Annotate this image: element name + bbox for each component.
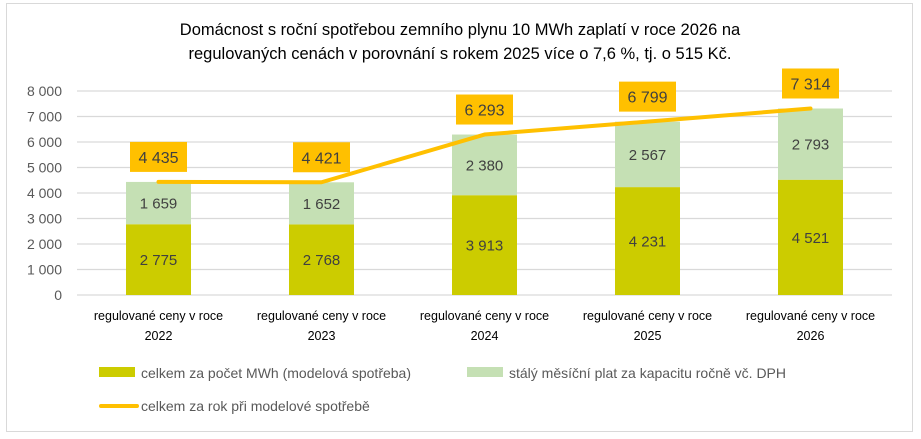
total-value-label: 7 314	[790, 76, 830, 93]
bar-value-label: 3 913	[466, 238, 504, 255]
legend-label-fixed-fee: stálý měsíční plat za kapacitu ročně vč.…	[509, 365, 786, 381]
legend-label-consumption: celkem za počet MWh (modelová spotřeba)	[141, 365, 411, 381]
chart-title-line-2: regulovaných cenách v porovnání s rokem …	[188, 45, 732, 63]
x-tick-label-line-2: 2025	[634, 329, 662, 343]
x-tick-label-line-2: 2026	[797, 329, 825, 343]
chart-frame	[6, 3, 913, 432]
y-tick-label: 4 000	[27, 185, 62, 201]
x-tick-label-line-1: regulované ceny v roce	[94, 309, 223, 323]
y-tick-label: 6 000	[27, 134, 62, 150]
bar-segment-fixed-fee	[289, 182, 354, 225]
x-tick-label: regulované ceny v roce 2023	[257, 309, 386, 343]
x-tick-label: regulované ceny v roce 2025	[583, 309, 712, 343]
legend-swatch-fixed-fee	[467, 367, 503, 377]
legend-item-fixed-fee: stálý měsíční plat za kapacitu ročně vč.…	[467, 365, 786, 381]
chart-title: Domácnost s roční spotřebou zemního plyn…	[60, 18, 860, 66]
total-value-label: 6 799	[627, 90, 667, 107]
legend: celkem za počet MWh (modelová spotřeba) s…	[99, 365, 786, 414]
x-tick-label-line-2: 2022	[145, 329, 173, 343]
bar-segment-fixed-fee	[452, 134, 517, 196]
bar-segment-fixed-fee	[615, 121, 680, 188]
x-tick-label-line-1: regulované ceny v roce	[257, 309, 386, 323]
x-tick-label: regulované ceny v roce 2024	[420, 309, 549, 343]
x-tick-label-line-1: regulované ceny v roce	[420, 309, 549, 323]
bar-segment-consumption	[289, 224, 354, 295]
bar-segment-fixed-fee	[126, 181, 191, 225]
data-labels: 2 775 1 659 2 768 1 652 3 913 2 380 4 231 2 567…	[130, 68, 839, 269]
total-label-box	[782, 68, 839, 99]
legend-label-total: celkem za rok při modelové spotřebě	[141, 398, 370, 414]
total-label-box	[293, 142, 350, 173]
x-tick-label-line-1: regulované ceny v roce	[583, 309, 712, 323]
legend-item-total: celkem za rok při modelové spotřebě	[99, 398, 370, 414]
bar-value-label: 4 521	[792, 230, 830, 247]
y-tick-label: 7 000	[27, 109, 62, 125]
total-value-label: 4 435	[138, 150, 178, 167]
x-tick-label: regulované ceny v roce 2026	[746, 309, 875, 343]
bar-value-label: 2 380	[466, 157, 504, 174]
bar-value-label: 1 652	[303, 196, 341, 213]
total-line	[156, 106, 813, 185]
x-tick-label-line-1: regulované ceny v roce	[746, 309, 875, 323]
x-tick-label-line-2: 2023	[308, 329, 336, 343]
total-line-path	[156, 106, 813, 185]
bar-segment-fixed-fee	[778, 108, 843, 180]
legend-item-consumption: celkem za počet MWh (modelová spotřeba)	[99, 365, 411, 381]
bar-segment-consumption	[778, 179, 843, 295]
chart-title-line-1: Domácnost s roční spotřebou zemního plyn…	[179, 21, 741, 39]
bar-value-label: 2 567	[629, 147, 667, 164]
bar-value-label: 2 768	[303, 252, 341, 269]
x-tick-label-line-2: 2024	[471, 329, 499, 343]
total-value-label: 4 421	[301, 150, 341, 167]
y-tick-label: 0	[54, 287, 62, 303]
bar-value-label: 4 231	[629, 234, 667, 251]
total-label-box	[456, 94, 513, 125]
y-tick-label: 2 000	[27, 236, 62, 252]
x-tick-label: regulované ceny v roce 2022	[94, 309, 223, 343]
y-tick-label: 8 000	[27, 83, 62, 99]
bar-value-label: 2 793	[792, 137, 830, 154]
y-tick-label: 1 000	[27, 262, 62, 278]
bar-segment-consumption	[615, 187, 680, 295]
bar-segment-consumption	[452, 195, 517, 295]
bars	[126, 108, 843, 295]
y-tick-label: 5 000	[27, 160, 62, 176]
total-label-box	[130, 141, 187, 172]
total-value-label: 6 293	[464, 103, 504, 120]
total-label-box	[619, 81, 676, 112]
y-tick-label: 3 000	[27, 211, 62, 227]
bar-value-label: 2 775	[140, 252, 178, 269]
bar-value-label: 1 659	[140, 196, 178, 213]
legend-swatch-consumption	[99, 367, 135, 377]
y-axis-ticks: 0 1 000 2 000 3 000 4 000 5 000 6 000 7 000 8 00…	[27, 83, 62, 303]
bar-segment-consumption	[126, 224, 191, 295]
